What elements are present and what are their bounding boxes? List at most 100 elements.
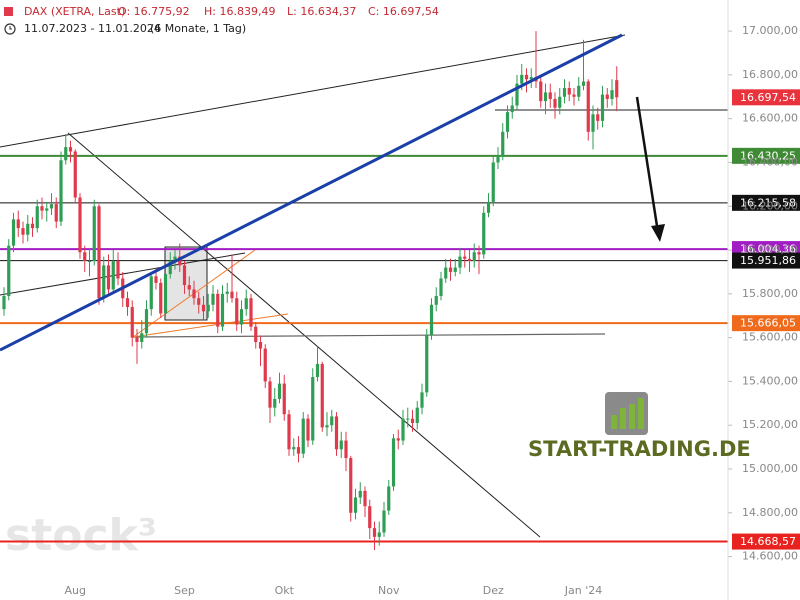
candle-body bbox=[2, 296, 6, 310]
candle-body bbox=[505, 112, 510, 132]
candle-body bbox=[306, 418, 310, 441]
price-box bbox=[732, 252, 800, 269]
candle-body bbox=[125, 298, 130, 307]
candle-body bbox=[111, 260, 115, 290]
y-tick-label: 14.600,00 bbox=[742, 550, 798, 563]
candle-body bbox=[577, 85, 581, 97]
candle-body bbox=[496, 155, 500, 163]
candle-body bbox=[11, 219, 16, 246]
price-box bbox=[732, 533, 800, 550]
instrument: DAX (XETRA, Last) bbox=[24, 5, 125, 18]
x-tick-label: Jan '24 bbox=[564, 584, 602, 597]
y-tick-label: 17.000,00 bbox=[742, 24, 798, 37]
y-tick-label: 14.800,00 bbox=[742, 506, 798, 519]
y-tick-label: 16.800,00 bbox=[742, 68, 798, 81]
candle-body bbox=[178, 256, 182, 266]
candle-body bbox=[425, 335, 429, 393]
candle-body bbox=[510, 105, 514, 113]
candle-body bbox=[26, 223, 30, 235]
candle-body bbox=[567, 88, 571, 95]
y-tick-label: 16.600,00 bbox=[742, 112, 798, 125]
y-tick-label: 16.400,00 bbox=[742, 155, 798, 168]
candle-body bbox=[163, 274, 168, 314]
candle-body bbox=[562, 88, 567, 97]
logo-icon bbox=[620, 408, 626, 429]
candle-body bbox=[372, 528, 377, 537]
price-label: 14.668,57 bbox=[740, 535, 796, 548]
trend-line bbox=[0, 34, 626, 148]
candle-body bbox=[463, 256, 467, 259]
candle-body bbox=[220, 293, 225, 327]
candle-body bbox=[211, 293, 215, 305]
candle-body bbox=[539, 81, 543, 102]
period: (6 Monate, 1 Tag) bbox=[150, 22, 246, 35]
candle-body bbox=[382, 510, 386, 533]
candle-body bbox=[524, 74, 529, 80]
candle-body bbox=[45, 208, 49, 211]
candle-body bbox=[144, 309, 149, 334]
candle-body bbox=[453, 267, 457, 272]
candle-body bbox=[520, 74, 524, 84]
candle-body bbox=[273, 398, 277, 408]
candle-body bbox=[315, 363, 320, 378]
candle-body bbox=[106, 265, 111, 290]
candle-body bbox=[429, 304, 434, 336]
candle-body bbox=[168, 260, 172, 275]
candle-body bbox=[334, 416, 339, 450]
candle-body bbox=[83, 252, 87, 261]
candle-body bbox=[78, 197, 82, 253]
candle-body bbox=[325, 425, 329, 428]
candle-body bbox=[201, 304, 206, 312]
candle-body bbox=[406, 418, 410, 420]
candle-body bbox=[548, 92, 552, 99]
candle-body bbox=[491, 162, 495, 202]
candle-body bbox=[586, 81, 590, 132]
candle-body bbox=[368, 506, 372, 529]
candle-body bbox=[515, 83, 519, 106]
candle-body bbox=[339, 440, 343, 450]
close-label: C: 16.697,54 bbox=[368, 5, 439, 18]
x-tick-label: Sep bbox=[174, 584, 195, 597]
candle-body bbox=[49, 204, 54, 209]
y-tick-label: 15.600,00 bbox=[742, 331, 798, 344]
candle-body bbox=[73, 151, 77, 198]
candle-body bbox=[444, 267, 448, 279]
axis: 14.600,00 14.800,00 15.000,00 15.200,00 15.4… bbox=[65, 0, 798, 600]
candle-body bbox=[130, 306, 134, 338]
candle-body bbox=[330, 416, 334, 426]
price-label: 15.951,86 bbox=[740, 254, 796, 267]
candle-body bbox=[173, 256, 177, 261]
candle-body bbox=[197, 298, 201, 305]
candle-body bbox=[477, 252, 481, 255]
candle-body bbox=[159, 282, 163, 314]
candle-body bbox=[263, 348, 267, 382]
x-tick-label: Nov bbox=[378, 584, 400, 597]
candle-body bbox=[68, 147, 73, 152]
candle-body bbox=[581, 81, 586, 86]
candle-body bbox=[377, 532, 381, 537]
candle-body bbox=[415, 407, 419, 424]
candle-body bbox=[363, 490, 367, 507]
candle-body bbox=[596, 114, 600, 121]
candle-body bbox=[192, 289, 196, 299]
candle-body bbox=[206, 304, 210, 312]
price-label: 16.430,25 bbox=[740, 149, 796, 162]
candle-body bbox=[311, 377, 315, 441]
candle-body bbox=[615, 80, 619, 98]
candle-body bbox=[482, 212, 486, 255]
candle-body bbox=[301, 418, 305, 454]
candle-body bbox=[97, 206, 101, 299]
trend-line bbox=[132, 313, 289, 338]
candle-body bbox=[401, 418, 405, 441]
open-label: O: 16.775,92 bbox=[118, 5, 190, 18]
candle-body bbox=[87, 260, 92, 262]
y-tick-label: 15.400,00 bbox=[742, 374, 798, 387]
low-label: L: 16.634,37 bbox=[287, 5, 356, 18]
candle-body bbox=[235, 298, 239, 325]
candle-body bbox=[558, 96, 562, 108]
candle-body bbox=[149, 276, 153, 310]
x-tick-label: Aug bbox=[65, 584, 86, 597]
candle-body bbox=[396, 438, 400, 441]
candle-body bbox=[320, 363, 324, 428]
